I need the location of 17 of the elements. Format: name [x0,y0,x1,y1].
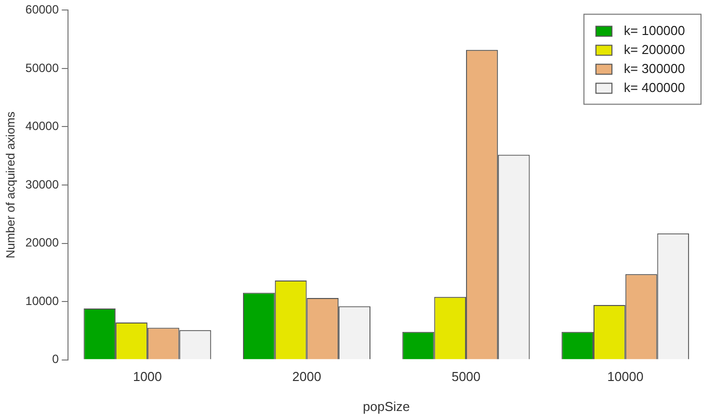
y-tick-label: 10000 [25,294,60,308]
legend-label: k= 300000 [624,60,686,76]
legend-label: k= 400000 [624,80,686,95]
y-tick-label: 30000 [25,177,60,192]
y-tick-label: 50000 [25,60,60,75]
x-tick-label: 5000 [452,369,480,384]
legend-label: k= 200000 [624,42,686,57]
x-tick-label: 1000 [132,369,162,384]
x-tick-label: 10000 [607,369,644,384]
x-tick-label: 2000 [292,369,322,384]
y-tick-label: 20000 [25,236,60,250]
x-axis-title: popSize [362,398,410,414]
y-tick-label: 60000 [25,2,60,17]
y-tick-label: 0 [52,352,60,366]
y-axis-title: Number of acquired axioms [4,112,18,258]
y-tick-label: 40000 [25,119,60,134]
legend-label: k= 100000 [624,22,686,38]
